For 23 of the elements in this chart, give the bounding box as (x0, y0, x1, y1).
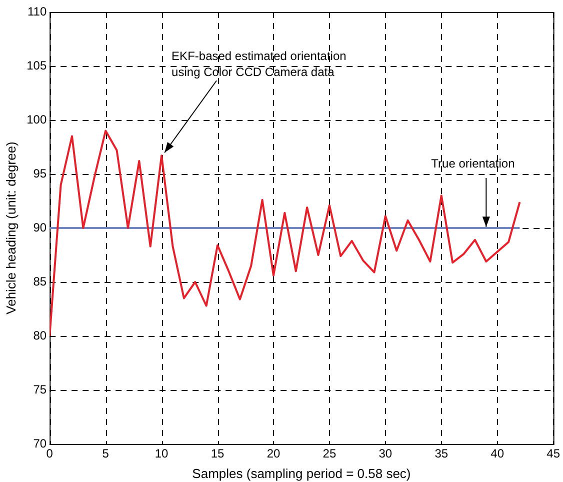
x-tick-label: 45 (546, 446, 560, 461)
y-tick-label: 95 (33, 166, 47, 180)
x-axis-title: Samples (sampling period = 0.58 sec) (192, 466, 411, 481)
y-axis-title: Vehicle heading (unit: degree) (3, 142, 18, 314)
y-tick-label: 105 (26, 58, 47, 72)
y-tick-label: 85 (33, 274, 47, 288)
x-tick-label: 25 (322, 446, 336, 461)
x-tick-label: 40 (490, 446, 504, 461)
x-tick-label: 5 (102, 446, 110, 461)
annotation: EKF-based estimated orientation using Color CCD Camera data (172, 48, 346, 79)
y-tick-label: 90 (33, 220, 47, 234)
x-tick-label: 15 (210, 446, 225, 461)
y-tick-label: 75 (33, 382, 47, 396)
x-tick-label: 0 (46, 446, 54, 461)
x-tick-label: 10 (154, 446, 169, 461)
x-tick-label: 20 (266, 446, 280, 461)
y-tick-label: 80 (33, 328, 47, 342)
annotation: True orientation (431, 156, 515, 170)
y-tick-label: 70 (33, 436, 47, 450)
x-tick-label: 30 (378, 446, 392, 461)
x-tick-label: 35 (434, 446, 448, 461)
y-tick-label: 110 (27, 4, 47, 18)
y-tick-label: 100 (26, 112, 47, 126)
